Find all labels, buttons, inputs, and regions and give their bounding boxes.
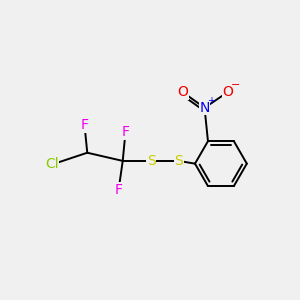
Text: N: N xyxy=(200,101,210,115)
Text: +: + xyxy=(206,96,214,106)
Text: F: F xyxy=(122,125,130,139)
Text: O: O xyxy=(177,85,188,99)
Text: −: − xyxy=(231,80,240,90)
Text: S: S xyxy=(147,154,156,168)
Text: F: F xyxy=(80,118,88,133)
Text: O: O xyxy=(222,85,233,99)
Text: S: S xyxy=(174,154,183,168)
Text: Cl: Cl xyxy=(45,157,58,171)
Text: F: F xyxy=(115,182,123,197)
